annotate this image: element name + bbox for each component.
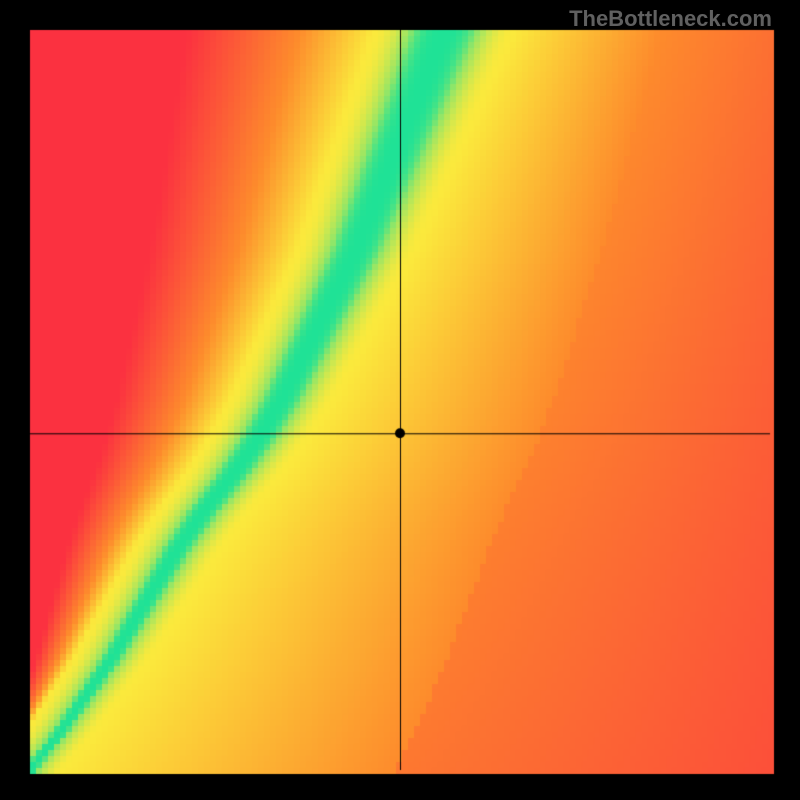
heatmap-chart	[0, 0, 800, 800]
watermark-text: TheBottleneck.com	[569, 6, 772, 32]
chart-container: { "watermark": { "text": "TheBottleneck.…	[0, 0, 800, 800]
